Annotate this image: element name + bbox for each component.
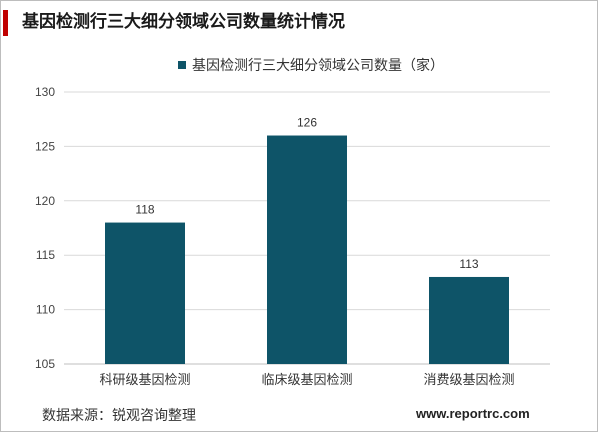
data-label: 113 xyxy=(459,257,478,271)
bar xyxy=(267,135,347,364)
x-tick-label: 科研级基因检测 xyxy=(99,372,190,387)
y-tick-label: 105 xyxy=(35,357,55,371)
page-title: 基因检测行三大细分领域公司数量统计情况 xyxy=(22,12,345,31)
y-tick-label: 110 xyxy=(36,303,55,317)
y-tick-label: 115 xyxy=(36,248,55,262)
x-tick-label: 临床级基因检测 xyxy=(261,372,352,387)
bar xyxy=(429,276,509,364)
y-tick-label: 125 xyxy=(35,139,55,153)
x-tick-label: 消费级基因检测 xyxy=(423,372,514,387)
y-tick-label: 130 xyxy=(35,85,55,99)
data-label: 118 xyxy=(135,203,154,217)
website-watermark: www.reportrc.com xyxy=(416,406,530,421)
chart-legend: 基因检测行三大细分领域公司数量（家） xyxy=(178,55,444,75)
legend-swatch xyxy=(178,61,186,69)
bar xyxy=(105,222,185,364)
legend-label: 基因检测行三大细分领域公司数量（家） xyxy=(192,57,444,73)
data-label: 126 xyxy=(297,116,317,130)
y-tick-label: 120 xyxy=(35,194,55,208)
title-accent-bar xyxy=(3,10,8,36)
data-source-note: 数据来源：锐观咨询整理 xyxy=(42,407,196,423)
